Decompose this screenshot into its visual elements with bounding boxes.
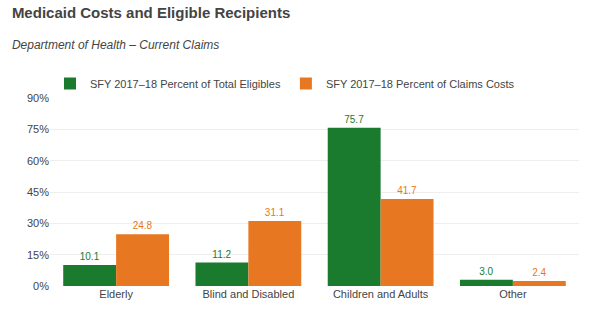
svg-text:0%: 0%	[33, 280, 49, 292]
svg-text:45%: 45%	[27, 186, 49, 198]
svg-text:75.7: 75.7	[344, 114, 364, 125]
svg-text:Medicaid Costs and Eligible Re: Medicaid Costs and Eligible Recipients	[12, 4, 290, 21]
svg-text:24.8: 24.8	[133, 220, 153, 231]
svg-text:60%: 60%	[27, 155, 49, 167]
svg-text:75%: 75%	[27, 123, 49, 135]
svg-text:SFY 2017–18 Percent of Total E: SFY 2017–18 Percent of Total Eligibles	[90, 78, 281, 90]
svg-text:SFY 2017–18 Percent of Claims: SFY 2017–18 Percent of Claims Costs	[326, 78, 515, 90]
svg-text:10.1: 10.1	[80, 251, 100, 262]
svg-text:41.7: 41.7	[397, 185, 417, 196]
svg-text:3.0: 3.0	[479, 266, 493, 277]
svg-text:Blind and Disabled: Blind and Disabled	[203, 288, 295, 300]
svg-text:Elderly: Elderly	[99, 288, 133, 300]
svg-text:31.1: 31.1	[265, 207, 285, 218]
svg-text:30%: 30%	[27, 217, 49, 229]
svg-text:2.4: 2.4	[532, 267, 546, 278]
svg-text:Children and Adults: Children and Adults	[333, 288, 429, 300]
svg-text:90%: 90%	[27, 92, 49, 104]
svg-text:11.2: 11.2	[212, 249, 231, 260]
svg-text:Other: Other	[499, 288, 527, 300]
svg-text:15%: 15%	[27, 249, 49, 261]
svg-text:Department of Health – Current: Department of Health – Current Claims	[12, 38, 219, 52]
